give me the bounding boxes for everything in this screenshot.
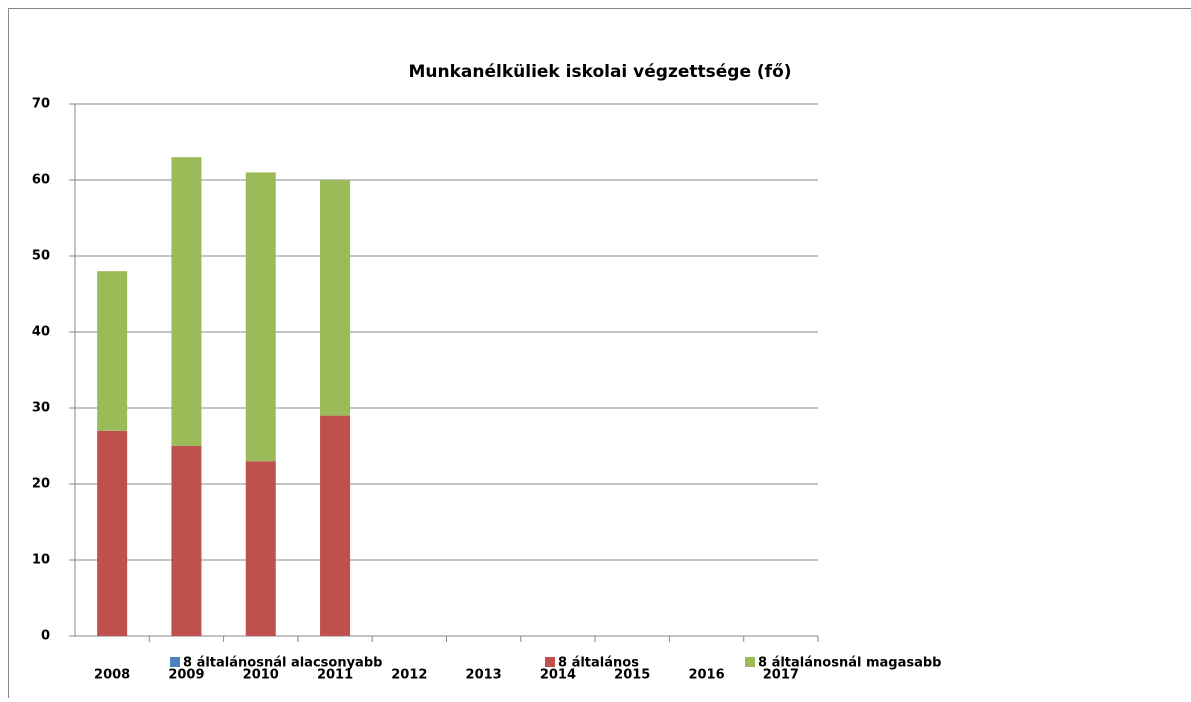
x-tick-label: 2012 xyxy=(391,668,427,683)
y-tick-label: 70 xyxy=(32,97,50,112)
y-tick-label: 50 xyxy=(32,249,50,264)
bar-segment xyxy=(246,172,276,461)
bar-segment xyxy=(171,157,201,446)
y-tick-label: 40 xyxy=(32,325,50,340)
legend-swatch xyxy=(545,657,555,667)
legend-swatch xyxy=(745,657,755,667)
x-tick-label: 2016 xyxy=(688,668,724,683)
bar-segment xyxy=(97,431,127,636)
x-tick-label: 2013 xyxy=(466,668,502,683)
chart-title: Munkanélküliek iskolai végzettsége (fő) xyxy=(408,62,791,82)
bar-segment xyxy=(320,416,350,636)
bar-segment xyxy=(246,461,276,636)
legend-label: 8 általános xyxy=(558,656,639,671)
y-tick-label: 60 xyxy=(32,173,50,188)
y-tick-label: 20 xyxy=(32,477,50,492)
bar-segment xyxy=(97,271,127,431)
y-tick-label: 30 xyxy=(32,401,50,416)
legend-label: 8 általánosnál alacsonyabb xyxy=(183,656,382,671)
legend-swatch xyxy=(170,657,180,667)
y-tick-label: 0 xyxy=(41,629,50,644)
bar-segment xyxy=(171,446,201,636)
x-tick-label: 2008 xyxy=(94,668,130,683)
legend-label: 8 általánosnál magasabb xyxy=(758,656,941,671)
y-tick-label: 10 xyxy=(32,553,50,568)
bar-segment xyxy=(320,180,350,416)
